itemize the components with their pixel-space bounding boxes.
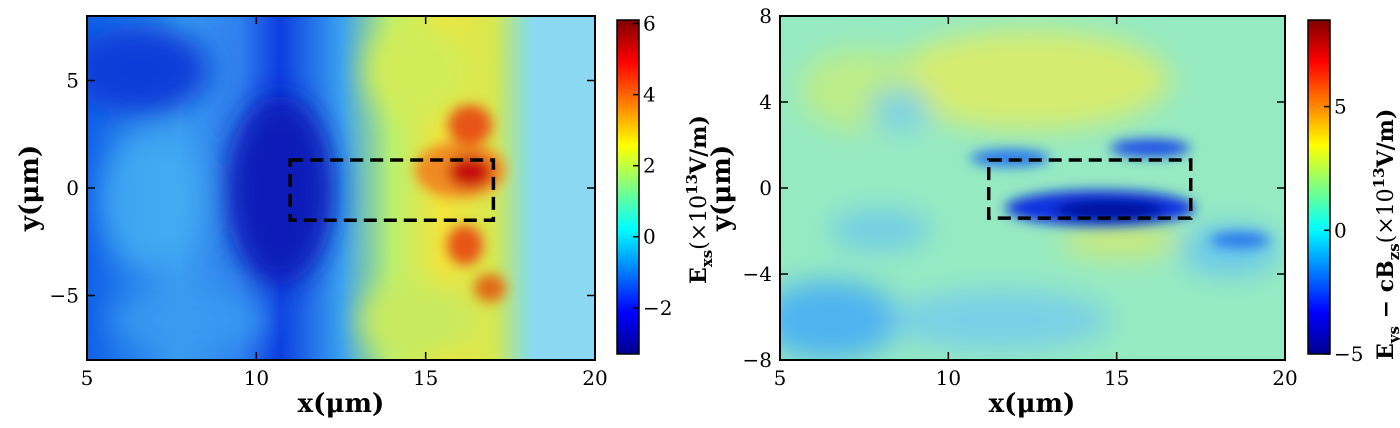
right-x-tick-label: 15 bbox=[1104, 366, 1129, 390]
right-colorbar-tick-label: −5 bbox=[1334, 342, 1363, 366]
left-cb-label-unit: V/m) bbox=[686, 115, 712, 175]
right-y-tick-label: −8 bbox=[743, 348, 772, 372]
right-x-axis-label: x(μm) bbox=[989, 389, 1076, 419]
left-highlight-box bbox=[288, 158, 496, 223]
right-colorbar-tick-label: 0 bbox=[1334, 218, 1347, 242]
left-heatmap-features bbox=[87, 20, 480, 360]
left-y-tick-label: 5 bbox=[66, 69, 79, 93]
right-x-tick-label: 10 bbox=[936, 366, 961, 390]
right-cb-label-rest: (×10 bbox=[1374, 188, 1399, 243]
left-cb-label-exp: 13 bbox=[683, 174, 701, 195]
right-colorbar-ticks: −5 0 5 bbox=[1324, 95, 1363, 366]
left-colorbar bbox=[616, 19, 640, 355]
left-x-tick-label: 20 bbox=[582, 366, 607, 390]
right-cb-label-unit: V/m) bbox=[1373, 109, 1399, 169]
right-x-tick-label: 5 bbox=[774, 366, 787, 390]
right-y-axis-label: y(μm) bbox=[707, 145, 737, 232]
left-y-axis-label: y(μm) bbox=[15, 145, 45, 232]
right-cb-label-mid: − cB bbox=[1373, 260, 1399, 326]
right-axes: 5 10 15 20 −8 −4 0 4 8 bbox=[743, 4, 1298, 390]
right-x-tick-label: 20 bbox=[1272, 366, 1297, 390]
right-cb-label-main: E bbox=[1373, 343, 1399, 360]
left-cb-label-rest: (×10 bbox=[687, 195, 712, 250]
right-colorbar-tick-label: 5 bbox=[1334, 95, 1347, 119]
left-heatmap-hotspots bbox=[415, 105, 506, 302]
left-x-tick-label: 10 bbox=[244, 366, 269, 390]
left-colorbar-tick-label: −2 bbox=[643, 296, 672, 320]
right-cb-label-sub: ys bbox=[1385, 326, 1400, 344]
right-colorbar bbox=[1307, 19, 1331, 355]
left-x-axis-label: x(μm) bbox=[298, 389, 385, 419]
right-y-tick-label: −4 bbox=[743, 262, 772, 286]
left-cb-label-main: E bbox=[686, 267, 712, 284]
left-axes: 5 10 15 20 −5 0 5 bbox=[50, 16, 608, 390]
left-colorbar-tick-label: 0 bbox=[643, 225, 656, 249]
left-heatmap bbox=[87, 16, 595, 360]
right-y-tick-label: 8 bbox=[759, 4, 772, 28]
right-highlight-box bbox=[986, 158, 1193, 220]
left-colorbar-tick-label: 2 bbox=[643, 154, 656, 178]
left-colorbar-ticks: −2 0 2 4 6 bbox=[633, 12, 672, 320]
left-y-tick-label: −5 bbox=[50, 284, 79, 308]
left-y-tick-label: 0 bbox=[66, 176, 79, 200]
right-y-tick-label: 4 bbox=[759, 90, 772, 114]
right-heatmap-features bbox=[780, 30, 1280, 360]
left-cb-label-sub: xs bbox=[698, 250, 716, 267]
left-x-tick-label: 15 bbox=[413, 366, 438, 390]
right-colorbar-label: Eys − cBzs(×1013V/m) bbox=[1370, 109, 1400, 360]
right-y-tick-label: 0 bbox=[759, 176, 772, 200]
left-colorbar-tick-label: 6 bbox=[643, 12, 656, 36]
right-cb-label-sub2: zs bbox=[1385, 243, 1400, 260]
right-cb-label-exp: 13 bbox=[1370, 167, 1388, 188]
left-colorbar-tick-label: 4 bbox=[643, 83, 656, 107]
right-heatmap bbox=[780, 16, 1285, 360]
left-x-tick-label: 5 bbox=[81, 366, 94, 390]
left-colorbar-label: Exs(×1013V/m) bbox=[683, 115, 716, 284]
